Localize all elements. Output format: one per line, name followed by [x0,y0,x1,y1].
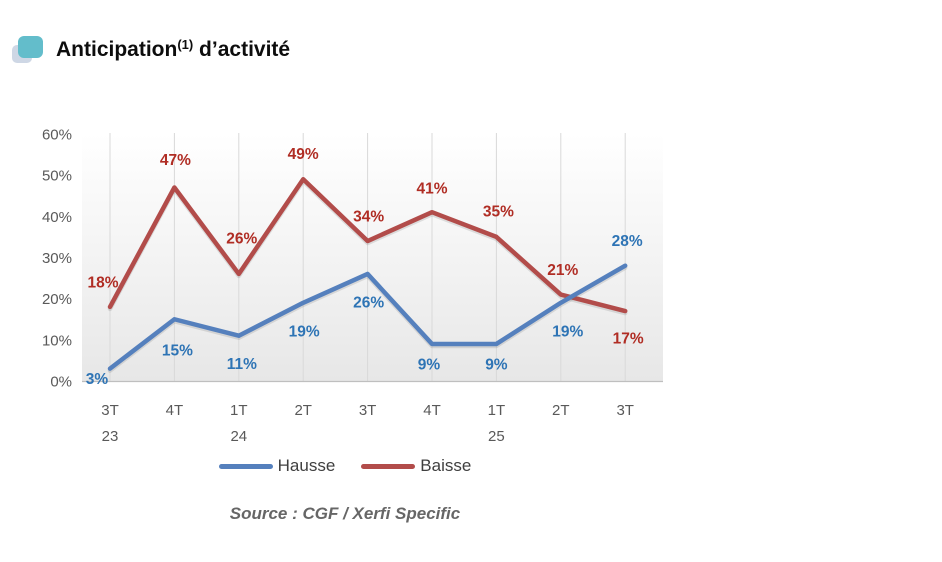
page-title: Anticipation(1) d’activité [56,37,291,62]
legend-item-baisse: Baisse [361,456,471,476]
baisse-line-swatch [361,463,416,469]
data-label-hausse: 15% [162,343,193,360]
x-tick-label-quarter: 3T [101,402,119,419]
y-tick-label: 0% [50,374,72,391]
x-tick-label-quarter: 2T [294,402,312,419]
legend-label-baisse: Baisse [420,456,472,475]
data-label-hausse: 19% [289,323,320,340]
source-caption: Source : CGF / Xerfi Specific [229,504,461,523]
plot-background [82,133,663,381]
hausse-line-swatch [218,463,273,469]
y-tick-label: 10% [42,332,72,349]
chart-legend: Hausse Baisse [10,456,680,476]
page-title-main: Anticipation [56,38,178,61]
y-tick-label: 40% [42,209,72,226]
title-bullet-icon-svg [12,36,43,63]
y-tick-label: 60% [42,126,72,143]
y-tick-label: 20% [42,291,72,308]
title-bullet-icon [10,32,46,68]
x-tick-label-year: 25 [488,428,505,445]
y-tick-label: 50% [42,168,72,185]
x-tick-label-quarter: 1T [488,402,506,419]
data-label-hausse: 9% [485,356,508,373]
line-chart: 0% 10% 20% 30% 40% 50% 60% 3T 23 4T 1T 24 2T 3T 4T 1T 25… [42,126,663,445]
x-tick-label-quarter: 2T [552,402,570,419]
data-label-hausse: 26% [353,294,384,311]
x-tick-label-quarter: 3T [359,402,377,419]
data-label-hausse: 9% [418,356,441,373]
data-label-hausse: 28% [612,233,643,250]
data-label-baisse: 41% [416,181,447,198]
y-tick-label: 30% [42,250,72,267]
x-tick-label-year: 24 [230,428,247,445]
data-label-baisse: 47% [160,152,191,169]
data-label-baisse: 35% [483,203,514,220]
x-tick-label-quarter: 4T [423,402,441,419]
data-label-hausse: 19% [552,323,583,340]
x-tick-label-quarter: 1T [230,402,248,419]
x-tick-label-quarter: 4T [166,402,184,419]
legend-item-hausse: Hausse [218,456,336,476]
x-tick-label-quarter: 3T [616,402,634,419]
page-title-superscript: (1) [177,37,194,52]
page-title-rest: d’activité [193,38,291,61]
data-label-hausse: 3% [86,371,109,388]
series-line-baisse [107,177,628,314]
series-line-hausse [107,263,628,371]
data-label-hausse: 11% [227,356,257,373]
data-label-baisse: 21% [547,262,578,279]
data-label-baisse: 34% [353,209,384,226]
legend-label-hausse: Hausse [277,456,336,475]
x-tick-label-year: 23 [102,428,119,445]
chart-header: Anticipation(1) d’activité [10,32,290,68]
data-label-baisse: 26% [226,230,257,247]
data-label-baisse: 49% [288,146,319,163]
data-label-baisse: 18% [87,274,118,291]
data-label-baisse: 17% [613,331,644,348]
